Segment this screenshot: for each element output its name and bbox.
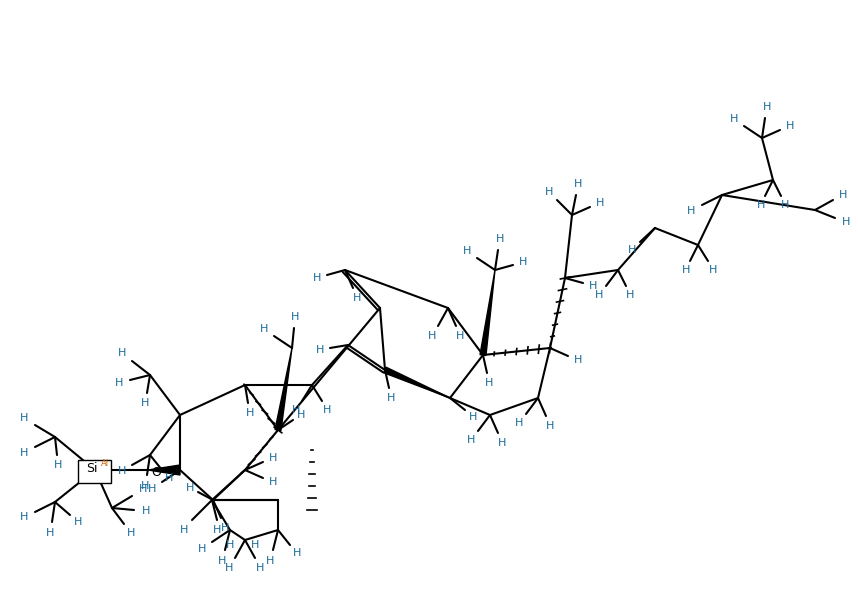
Text: H: H [498,438,506,448]
Text: H: H [730,114,738,125]
Text: Si: Si [87,462,98,475]
Text: H: H [323,405,332,415]
Text: H: H [213,525,221,535]
Text: H: H [686,206,695,216]
Text: H: H [842,217,850,227]
Text: H: H [260,324,269,335]
Text: H: H [269,453,277,462]
Text: H: H [313,273,321,283]
Text: H: H [46,528,55,538]
Text: H: H [595,198,604,208]
Text: H: H [574,356,582,365]
Text: H: H [115,378,124,388]
Text: H: H [226,540,234,550]
Text: H: H [165,473,172,483]
Polygon shape [480,270,495,356]
Text: H: H [245,408,254,418]
Text: H: H [519,257,527,267]
Text: H: H [139,484,148,494]
Text: H: H [626,290,635,300]
Text: H: H [681,265,690,275]
Text: H: H [763,102,770,112]
Text: H: H [839,190,847,200]
Text: H: H [226,563,233,573]
Text: H: H [710,265,717,275]
Text: H: H [515,418,523,428]
Polygon shape [148,465,180,475]
Text: H: H [293,405,300,415]
Text: H: H [387,393,396,403]
Text: H: H [468,435,475,445]
Text: H: H [142,481,149,491]
Text: H: H [428,331,437,341]
Text: H: H [589,281,597,291]
Text: O: O [151,465,161,478]
Text: H: H [20,413,28,424]
Text: H: H [221,523,230,533]
Text: H: H [353,293,361,303]
Text: H: H [118,348,126,359]
Text: Al: Al [101,459,109,468]
Text: H: H [463,246,471,257]
Text: H: H [142,398,149,408]
Text: H: H [251,540,259,550]
Text: H: H [297,410,305,419]
Text: H: H [786,120,795,131]
Text: H: H [293,548,301,558]
Polygon shape [384,367,450,398]
Text: H: H [185,483,194,492]
Text: H: H [574,179,583,189]
Text: H: H [269,478,277,488]
Text: H: H [20,513,28,523]
Text: H: H [485,378,493,388]
Text: H: H [595,290,603,300]
Text: H: H [126,528,135,538]
Text: H: H [547,421,554,431]
Text: H: H [469,411,477,422]
Text: H: H [54,460,63,470]
Text: H: H [757,200,764,210]
Text: H: H [74,517,82,527]
Polygon shape [275,348,292,430]
Text: H: H [148,484,156,494]
Text: H: H [198,543,206,554]
Text: H: H [218,556,227,566]
Text: H: H [456,331,464,341]
Text: H: H [266,556,275,566]
Text: H: H [545,187,553,196]
Text: H: H [782,200,789,210]
Text: H: H [316,344,324,355]
Text: H: H [118,465,126,475]
Text: H: H [20,448,28,457]
Text: H: H [257,563,264,573]
Text: H: H [495,234,504,244]
Text: H: H [291,312,299,322]
Text: H: H [180,525,188,535]
Text: H: H [142,506,150,516]
FancyBboxPatch shape [77,459,111,483]
Text: H: H [627,245,636,255]
